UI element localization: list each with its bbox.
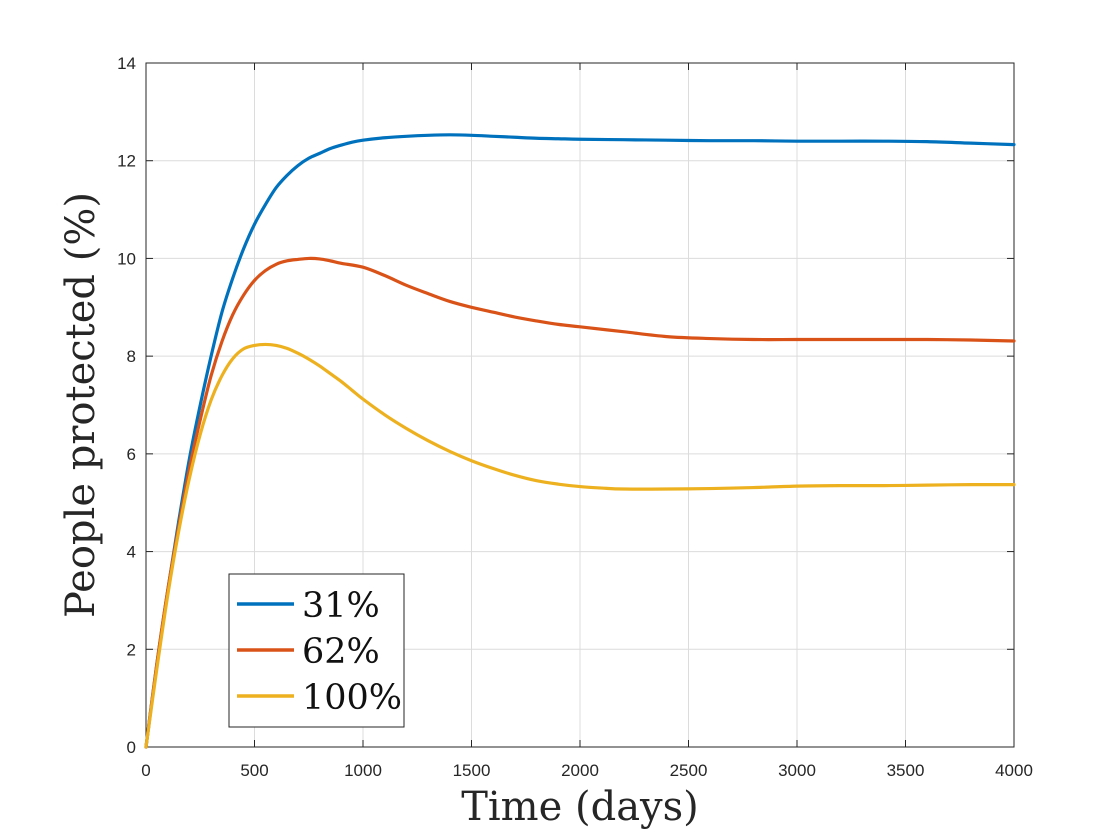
series-lines <box>144 133 1016 749</box>
series-line-0 <box>144 133 1016 749</box>
y-tick-label: 12 <box>117 152 136 171</box>
x-tick-label: 3500 <box>887 761 925 780</box>
x-tick-label: 500 <box>240 761 268 780</box>
x-tick-label: 1000 <box>344 761 382 780</box>
x-tick-label: 0 <box>141 761 150 780</box>
y-axis-title: People protected (%) <box>58 192 104 618</box>
y-tick-label: 10 <box>117 249 136 268</box>
y-tick-label: 8 <box>127 347 136 366</box>
legend-entries: 31% 62% 100% <box>237 586 402 718</box>
x-tick-label: 2000 <box>561 761 599 780</box>
x-axis-title: Time (days) <box>461 784 699 830</box>
legend-label-0: 31% <box>302 586 380 626</box>
y-tick-label: 4 <box>127 543 136 562</box>
y-tick-label: 6 <box>127 445 136 464</box>
y-tick-label: 2 <box>127 640 136 659</box>
legend-label-2: 100% <box>302 678 402 718</box>
y-tick-label: 0 <box>127 738 136 757</box>
x-tick-label: 2500 <box>670 761 708 780</box>
x-tick-label: 3000 <box>778 761 816 780</box>
series-line-1 <box>144 256 1016 749</box>
x-tick-label: 1500 <box>453 761 491 780</box>
x-tick-label: 4000 <box>995 761 1033 780</box>
grid-lines <box>146 63 1014 747</box>
legend: 31% 62% 100% <box>228 573 405 728</box>
legend-label-1: 62% <box>302 632 380 672</box>
y-tick-label: 14 <box>117 54 136 73</box>
axis-ticks: 0 500 1000 1500 2000 2500 3000 3500 4000 0 2 4 6 8 10 1… <box>117 54 1033 780</box>
series-line-2 <box>144 342 1016 749</box>
